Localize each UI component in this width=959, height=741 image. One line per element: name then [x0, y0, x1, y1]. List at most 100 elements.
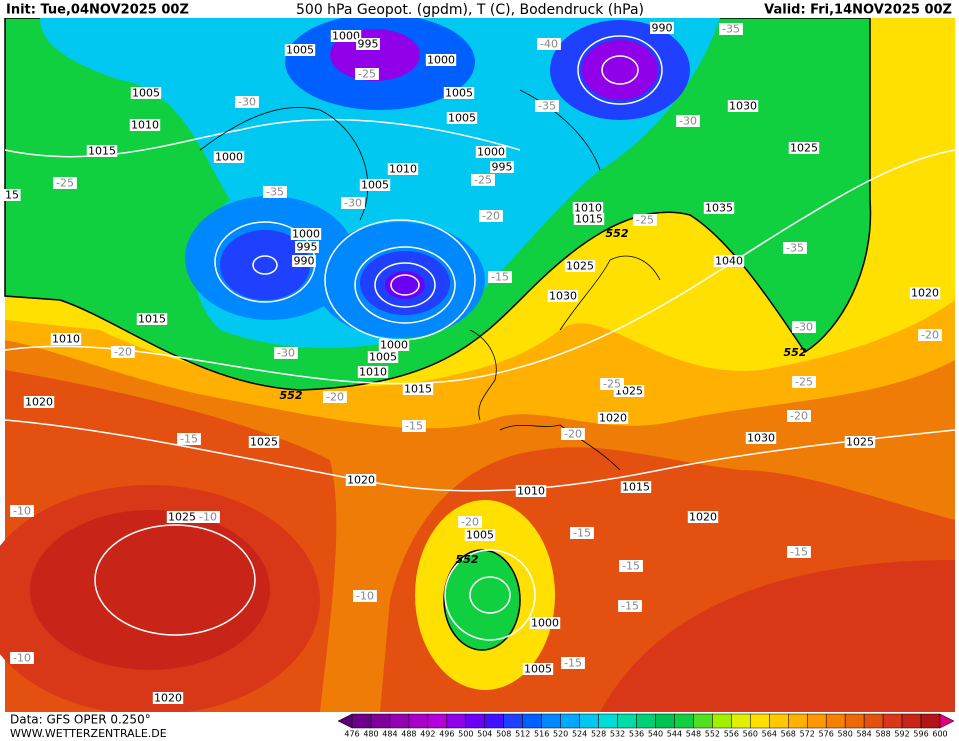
colorbar-bin	[920, 713, 941, 729]
isobar-label-box	[620, 481, 652, 493]
colorbar-tick-label: 536	[629, 730, 644, 739]
isobar-label-box	[402, 383, 434, 395]
colorbar-tick-label: 492	[420, 730, 435, 739]
temperature-label-box	[235, 96, 259, 108]
temperature-label-box	[111, 346, 135, 358]
colorbar-bin	[844, 713, 865, 729]
isobar	[354, 246, 456, 324]
field-purple	[582, 40, 658, 100]
isobar-label: 1015	[88, 145, 116, 158]
isobar-label-box	[745, 432, 777, 444]
isobar-label-box	[3, 189, 21, 201]
colorbar-bin	[617, 713, 637, 729]
isobar-label-box	[564, 260, 596, 272]
temperature-label-box	[676, 115, 700, 127]
isobar-label: 1005	[524, 663, 552, 676]
website: WWW.WETTERZENTRALE.DE	[10, 727, 167, 740]
isobar	[444, 549, 536, 641]
colorbar-bin	[427, 713, 448, 729]
colorbar-over	[939, 713, 955, 729]
temperature-label-box	[537, 38, 561, 50]
temperature-label-box	[274, 347, 298, 359]
isobar-label: 1005	[445, 87, 473, 100]
temperature-label-box	[633, 214, 657, 226]
isobar-label: 990	[294, 255, 315, 268]
temperature-label-box	[479, 210, 503, 222]
colorbar-tick-label: 524	[572, 730, 587, 739]
temperature-label: -40	[540, 38, 558, 51]
isobar-label: 1025	[566, 260, 594, 273]
field-blue	[220, 230, 310, 300]
isobar-label-box	[152, 692, 184, 704]
isobar-label-box	[166, 511, 198, 523]
coastlines	[199, 89, 661, 471]
colorbar-bin	[446, 713, 467, 729]
isobar-label: 1025	[168, 511, 196, 524]
isobar-label-box	[909, 287, 941, 299]
isobar-label: 990	[652, 22, 673, 35]
colorbar-bin	[788, 713, 808, 729]
temperature-label-box	[618, 600, 642, 612]
isobar-label-box	[378, 339, 410, 351]
temperature-label-box	[53, 177, 77, 189]
coastline	[469, 255, 661, 471]
temperature-label: -25	[603, 378, 621, 391]
isobar-label: 1005	[361, 179, 389, 192]
colorbar-bin	[598, 713, 618, 729]
isobar-label-box	[356, 38, 380, 50]
colorbar-tick-label: 540	[648, 730, 663, 739]
temperature-label-box	[561, 428, 585, 440]
isobar-label: 1015	[404, 383, 432, 396]
temperature-label-box	[787, 546, 811, 558]
temperature-label: -20	[326, 391, 344, 404]
colorbar-tick-label: 580	[838, 730, 853, 739]
colorbar-tick-label: 516	[534, 730, 549, 739]
temperature-label: -10	[13, 505, 31, 518]
isobar-label: 1020	[911, 287, 939, 300]
isobar-label: 1020	[599, 412, 627, 425]
isobar-label: 1010	[131, 119, 159, 132]
temperature-label-box	[471, 174, 495, 186]
colorbar-bin	[465, 713, 486, 729]
temperature-label: -30	[679, 115, 697, 128]
colorbar-tick-label: 496	[439, 730, 454, 739]
colorbar-bin	[636, 713, 656, 729]
isobar-label: 1010	[574, 202, 602, 215]
colorbar-tick-label: 500	[458, 730, 473, 739]
temperature-label-box	[719, 23, 743, 35]
isobar-label: 1000	[477, 146, 505, 159]
isobar-label-box	[475, 146, 507, 158]
colorbar-tick-label: 548	[686, 730, 701, 739]
colorbar-tick-label: 544	[667, 730, 682, 739]
isobar-label: 1005	[466, 529, 494, 542]
isobar-label-box	[359, 179, 391, 191]
isobar-label-box	[446, 112, 478, 124]
temperature-label: -25	[56, 177, 74, 190]
isobar-label-box	[295, 241, 319, 253]
temperature-label-box	[570, 527, 594, 539]
colorbar-tick-label: 512	[515, 730, 530, 739]
colorbar-bin	[674, 713, 694, 729]
isobar-label: 1025	[790, 142, 818, 155]
temperature-label: -15	[573, 527, 591, 540]
colorbar-bin	[370, 713, 391, 729]
colorbar-bin	[655, 713, 675, 729]
temperature-label-box	[341, 197, 365, 209]
isobar-label: 1030	[549, 290, 577, 303]
temperature-label-box	[353, 590, 377, 602]
isobar-label-box	[50, 333, 82, 345]
isobar-label-box	[572, 202, 604, 214]
isobar-label: 1010	[359, 366, 387, 379]
isobar	[601, 55, 639, 85]
isobar-label: 995	[492, 161, 513, 174]
isobar-label-box	[687, 511, 719, 523]
colorbar-bin	[484, 713, 504, 729]
colorbar-tick-label: 488	[401, 730, 416, 739]
temperature-label: -25	[795, 376, 813, 389]
isobar-label-box	[522, 663, 554, 675]
colorbar-tick-label: 584	[856, 730, 871, 739]
field-warm	[30, 510, 270, 670]
temperature-label: -10	[199, 511, 217, 524]
valid-time: Valid: Fri,14NOV2025 00Z	[764, 3, 952, 18]
